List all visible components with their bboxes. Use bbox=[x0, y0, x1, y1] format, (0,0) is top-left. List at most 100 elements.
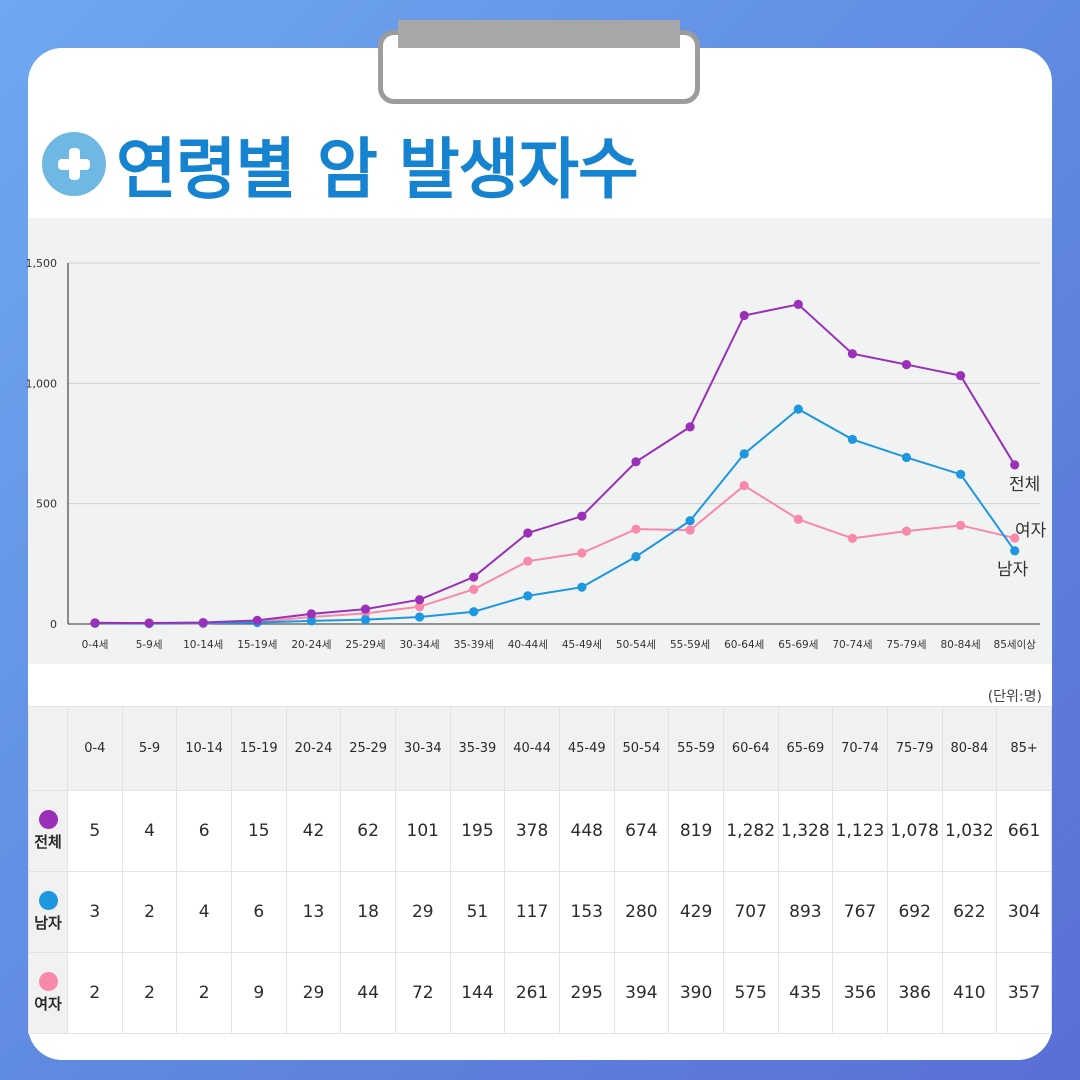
table-header-cell: 30-34 bbox=[394, 706, 451, 791]
data-point bbox=[1010, 546, 1020, 556]
table-cell: 9 bbox=[230, 952, 287, 1034]
table-cell: 707 bbox=[722, 871, 779, 953]
table-row: 남자 3 2 4 6 13 18 29 51 117 153 280 429 707 893 767 692 62… bbox=[28, 871, 1052, 953]
table-cell: 195 bbox=[449, 790, 506, 872]
unit-label: (단위:명) bbox=[987, 689, 1042, 705]
x-tick-label: 50-54세 bbox=[616, 639, 656, 651]
table-cell: 4 bbox=[176, 871, 232, 953]
row-label-text: 남자 bbox=[34, 914, 62, 932]
data-point bbox=[956, 520, 966, 530]
series-end-label: 전체 bbox=[1009, 475, 1040, 495]
table-cell: 410 bbox=[941, 952, 998, 1034]
x-tick-label: 10-14세 bbox=[183, 639, 223, 651]
data-point bbox=[252, 615, 262, 625]
table-cell: 101 bbox=[394, 790, 451, 872]
data-point bbox=[523, 591, 533, 601]
table-header-cell: 10-14 bbox=[176, 706, 232, 791]
data-point bbox=[793, 299, 803, 309]
table-cell: 117 bbox=[504, 871, 560, 953]
data-point bbox=[306, 609, 316, 619]
data-point bbox=[415, 602, 425, 612]
table-header-cell: 70-74 bbox=[832, 706, 888, 791]
x-tick-label: 65-69세 bbox=[778, 639, 818, 651]
table-cell: 2 bbox=[176, 952, 232, 1034]
data-point bbox=[415, 595, 425, 605]
y-tick-label: 1,500 bbox=[26, 257, 58, 270]
table-cell: 153 bbox=[558, 871, 615, 953]
data-point bbox=[577, 582, 587, 592]
table-header-cell: 55-59 bbox=[668, 706, 724, 791]
table-cell: 674 bbox=[613, 790, 670, 872]
x-tick-label: 25-29세 bbox=[345, 639, 385, 651]
data-point bbox=[469, 584, 479, 594]
table-cell: 72 bbox=[394, 952, 451, 1034]
table-cell: 435 bbox=[777, 952, 834, 1034]
table-cell: 3 bbox=[67, 871, 123, 953]
table-cell: 295 bbox=[558, 952, 615, 1034]
x-tick-label: 45-49세 bbox=[562, 639, 602, 651]
data-point bbox=[901, 359, 912, 370]
series-end-label: 여자 bbox=[1015, 521, 1047, 541]
table-header-cell: 0-4 bbox=[67, 706, 123, 791]
data-point bbox=[685, 525, 695, 535]
x-tick-label: 30-34세 bbox=[400, 639, 440, 651]
table-corner-cell bbox=[28, 706, 68, 791]
table-cell: 356 bbox=[832, 952, 888, 1034]
table-cell: 42 bbox=[285, 790, 342, 872]
data-point bbox=[469, 572, 479, 582]
table-row: 전체 5 4 6 15 42 62 101 195 378 448 674 819 1,282 1,328 1… bbox=[28, 790, 1052, 872]
table-cell: 357 bbox=[996, 952, 1052, 1034]
x-tick-label: 75-79세 bbox=[886, 639, 926, 651]
x-tick-label: 0-4세 bbox=[82, 639, 109, 651]
table-cell: 144 bbox=[449, 952, 506, 1034]
data-point bbox=[631, 524, 641, 534]
data-point bbox=[1010, 533, 1020, 543]
table-cell: 4 bbox=[121, 790, 178, 872]
table-cell: 280 bbox=[613, 871, 670, 953]
legend-dot-icon bbox=[38, 810, 58, 829]
x-tick-label: 20-24세 bbox=[291, 639, 331, 651]
table-header-cell: 80-84 bbox=[941, 706, 998, 791]
table-cell: 378 bbox=[504, 790, 560, 872]
table-cell: 1,282 bbox=[722, 790, 779, 872]
table-header-cell: 5-9 bbox=[121, 706, 178, 791]
table-cell: 1,032 bbox=[941, 790, 998, 872]
table-row-label: 남자 bbox=[28, 871, 68, 953]
table-body: 전체 5 4 6 15 42 62 101 195 378 448 674 819 1,282 1,328 1… bbox=[28, 790, 1052, 1034]
table-row-label: 전체 bbox=[28, 790, 68, 872]
table-cell: 13 bbox=[285, 871, 342, 953]
table-cell: 44 bbox=[340, 952, 396, 1034]
table-header-cell: 20-24 bbox=[285, 706, 342, 791]
chart-panel bbox=[28, 218, 1052, 664]
legend-dot-icon bbox=[38, 891, 58, 910]
table-cell: 767 bbox=[832, 871, 888, 953]
legend-dot-icon bbox=[38, 972, 58, 991]
data-table: 0-4 5-9 10-14 15-19 20-24 25-29 30-34 35-39 40-4… bbox=[28, 706, 1052, 1034]
data-point bbox=[523, 556, 533, 566]
table-header-cell: 40-44 bbox=[504, 706, 560, 791]
table-cell: 1,078 bbox=[886, 790, 943, 872]
data-point bbox=[144, 618, 154, 628]
table-header-row: 0-4 5-9 10-14 15-19 20-24 25-29 30-34 35-39 40-4… bbox=[28, 706, 1052, 791]
page-title: 연령별 암 발생자수 bbox=[116, 131, 639, 208]
x-tick-label: 55-59세 bbox=[670, 639, 710, 651]
title-row: 연령별 암 발생자수 bbox=[42, 122, 639, 208]
table-row: 여자 2 2 2 9 29 44 72 144 261 295 394 390 575 435 356 386 4… bbox=[28, 952, 1052, 1034]
table-header-cell: 15-19 bbox=[230, 706, 287, 791]
data-point bbox=[793, 404, 803, 414]
table-cell: 429 bbox=[668, 871, 724, 953]
data-point bbox=[360, 615, 371, 625]
table-cell: 6 bbox=[230, 871, 287, 953]
x-tick-label: 15-19세 bbox=[237, 639, 277, 651]
table-cell: 15 bbox=[230, 790, 287, 872]
table-header-cell: 35-39 bbox=[449, 706, 506, 791]
data-point bbox=[577, 511, 587, 521]
x-tick-label: 35-39세 bbox=[454, 639, 494, 651]
data-point bbox=[523, 528, 533, 538]
table-cell: 1,123 bbox=[832, 790, 888, 872]
data-point bbox=[577, 548, 587, 558]
x-tick-label: 80-84세 bbox=[941, 639, 981, 651]
table-cell: 394 bbox=[613, 952, 670, 1034]
table-header-cell: 50-54 bbox=[613, 706, 670, 791]
table-header-cell: 45-49 bbox=[558, 706, 615, 791]
